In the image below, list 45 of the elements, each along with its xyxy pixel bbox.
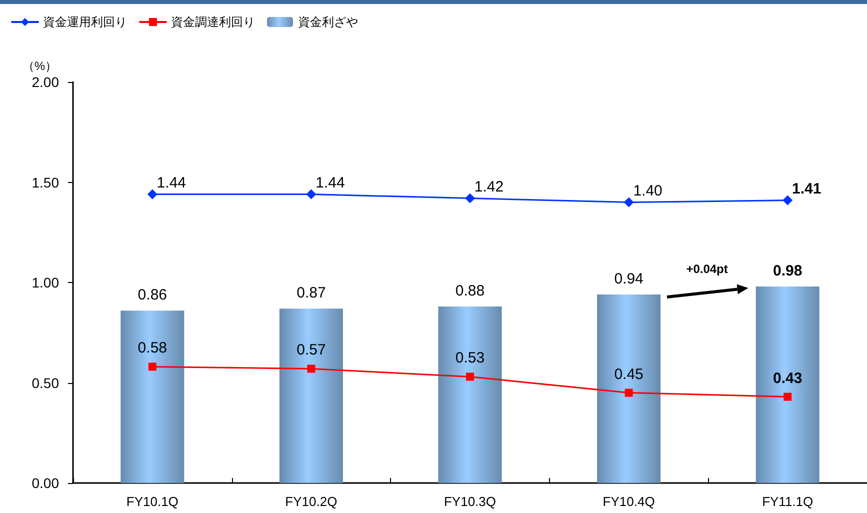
data-label: 1.44 xyxy=(316,174,345,192)
data-label: 1.40 xyxy=(633,182,662,200)
x-tick-label: FY10.3Q xyxy=(444,494,496,509)
y-axis-title: （%） xyxy=(22,59,57,73)
point xyxy=(465,193,475,204)
y-tick-label: 1.00 xyxy=(32,274,60,290)
data-label: 1.44 xyxy=(156,174,186,192)
point xyxy=(147,189,158,200)
point xyxy=(624,388,633,397)
x-tick-label: FY10.2Q xyxy=(285,494,338,509)
legend-label: 資金調達利回り xyxy=(171,15,255,29)
bar xyxy=(279,308,343,483)
y-tick-label: 0.50 xyxy=(32,374,60,391)
point xyxy=(466,372,474,381)
legend-label: 資金運用利回り xyxy=(43,15,127,29)
point xyxy=(148,362,156,371)
y-tick-label: 1.50 xyxy=(32,174,60,190)
data-label: 0.87 xyxy=(296,284,326,302)
legend-label: 資金利ざや xyxy=(298,15,358,29)
data-label: 1.41 xyxy=(792,180,822,198)
y-tick-label: 2.00 xyxy=(32,74,60,90)
data-label: 0.57 xyxy=(296,342,326,359)
data-label: 0.58 xyxy=(138,340,167,357)
data-label: 0.43 xyxy=(773,370,802,387)
bar xyxy=(756,286,820,483)
data-label: 1.42 xyxy=(474,178,504,196)
x-tick-label: FY10.1Q xyxy=(126,494,178,509)
point xyxy=(624,197,634,208)
point xyxy=(782,195,793,206)
data-label: 0.98 xyxy=(773,262,802,280)
point xyxy=(306,189,316,200)
point xyxy=(307,364,316,373)
bar xyxy=(120,310,184,483)
bar xyxy=(597,294,661,483)
x-tick-label: FY10.4Q xyxy=(602,494,655,509)
data-label: 0.53 xyxy=(455,350,485,367)
y-tick-label: 0.00 xyxy=(32,475,60,491)
data-label: 0.86 xyxy=(138,286,167,304)
point xyxy=(784,392,792,401)
x-tick-label: FY11.1Q xyxy=(762,494,814,509)
bar xyxy=(438,306,502,483)
annotation: +0.04pt xyxy=(686,262,728,276)
data-label: 0.94 xyxy=(614,270,644,288)
data-label: 0.88 xyxy=(455,282,485,300)
data-label: 0.45 xyxy=(614,366,644,383)
